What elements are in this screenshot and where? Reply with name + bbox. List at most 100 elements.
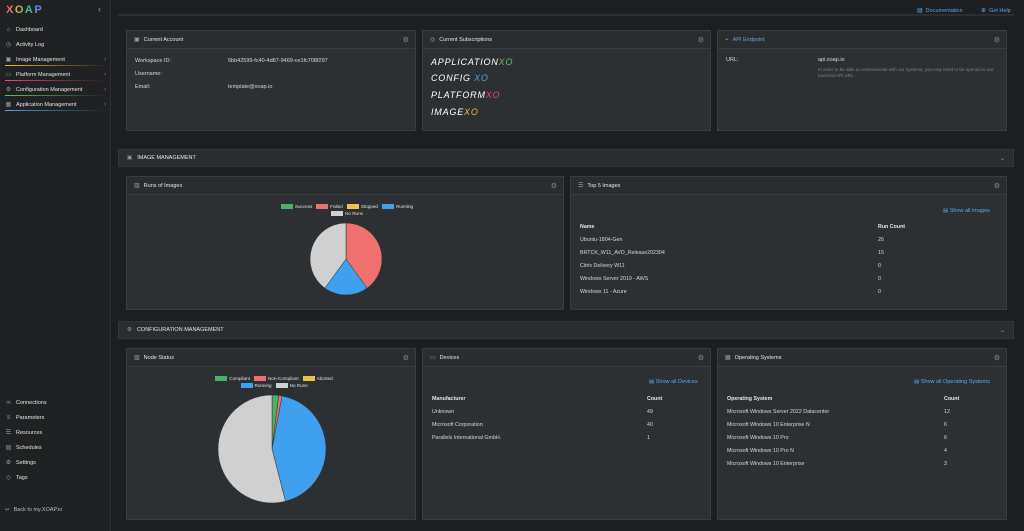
sidebar-item-tags[interactable]: ◇ Tags <box>0 470 111 485</box>
run-count: 0 <box>878 262 881 269</box>
column-header: Count <box>944 395 960 402</box>
legend-item[interactable]: Failed <box>316 204 343 209</box>
legend-swatch <box>253 376 266 381</box>
show-all-devices-link[interactable]: ▤ Show all Devices <box>649 379 698 385</box>
sidebar-item-parameters[interactable]: ≡ Parameters <box>0 410 111 425</box>
os-name: Microsoft Windows 10 Enterprise <box>727 460 805 467</box>
chevron-down-icon[interactable]: ⌄ <box>999 155 1005 162</box>
runs-of-images-panel: ▥ Runs of Images ⚙ Success Failed Stopped … <box>126 176 564 310</box>
legend-item[interactable]: No Runs <box>275 383 308 388</box>
pie-slice-running[interactable] <box>324 258 368 295</box>
gear-icon[interactable]: ⚙ <box>402 355 409 362</box>
legend-item[interactable]: Running <box>381 204 413 209</box>
sidebar-item-image-management[interactable]: ▣ Image Management › <box>0 52 111 67</box>
image-name-link[interactable]: Windows Server 2019 - AWS <box>580 275 649 282</box>
top-images-table: Name Run Count Ubuntu-1804-Gen 26 BRTCK_W1… <box>580 220 1000 298</box>
node-icon: ▥ <box>134 355 140 361</box>
sidebar-item-label: Platform Management <box>16 71 71 78</box>
show-all-images-link[interactable]: ▤ Show all images <box>943 208 990 214</box>
os-name: Microsoft Windows 10 Enterprise N <box>727 421 810 428</box>
panel-header: ▣ Current Account ⚙ <box>127 31 415 49</box>
run-count: 0 <box>878 288 881 295</box>
sidebar-item-platform-management[interactable]: ▭ Platform Management › <box>0 67 111 82</box>
legend-swatch <box>316 204 329 209</box>
chevron-right-icon: › <box>104 56 106 63</box>
node-legend: Compliant Non-Compliant Aborted Running … <box>209 376 339 388</box>
sidebar-item-resources[interactable]: ☰ Resources <box>0 425 111 440</box>
sidebar-item-activity-log[interactable]: ◷ Activity Log <box>0 37 111 52</box>
table-row: Microsoft Windows 10 Pro 6 <box>727 431 999 444</box>
sidebar-item-configuration-management[interactable]: ⚙ Configuration Management › <box>0 82 111 97</box>
pie-slice-no-runs[interactable] <box>218 395 286 503</box>
gear-icon[interactable]: ⚙ <box>550 183 557 190</box>
run-count: 15 <box>878 249 884 256</box>
panel-title: API Endpoint <box>732 36 765 43</box>
api-note: In order to be able to communicate with … <box>818 67 994 78</box>
legend-item[interactable]: No Runs <box>331 211 363 216</box>
pie-slice-no-runs[interactable] <box>310 223 347 289</box>
back-to-xoap-link[interactable]: ↩ Back to my.XOAP.io <box>5 507 62 513</box>
legend-label: No Runs <box>345 211 363 216</box>
collapse-sidebar-icon[interactable]: ‹ <box>98 4 101 14</box>
legend-item[interactable]: Non-Compliant <box>253 376 299 381</box>
column-header: Operating System <box>727 395 773 402</box>
legend-item[interactable]: Compliant <box>215 376 250 381</box>
top-divider <box>118 14 1014 16</box>
legend-label: No Runs <box>289 383 308 388</box>
image-name-link[interactable]: BRTCK_W11_AVD_Release202304 <box>580 249 665 256</box>
platformxo-logo: PLATFORMXO <box>431 90 500 100</box>
legend-swatch <box>280 204 293 209</box>
legend-item[interactable]: Stopped <box>346 204 378 209</box>
documentation-link[interactable]: ▤ Documentation <box>917 7 963 15</box>
os-name: Microsoft Windows 10 Pro <box>727 434 789 441</box>
url-label: URL: <box>726 57 739 63</box>
api-endpoint-panel: ⌁ API Endpoint ⚙ URL: api.xoap.io In order… <box>717 30 1007 131</box>
table-row: Microsoft Windows 10 Enterprise N 6 <box>727 418 999 431</box>
calendar-icon: ▤ <box>5 445 12 451</box>
sidebar-item-label: Connections <box>16 399 47 406</box>
image-management-section-header[interactable]: ▣ IMAGE MANAGEMENT ⌄ <box>118 149 1014 167</box>
sidebar-item-schedules[interactable]: ▤ Schedules <box>0 440 111 455</box>
configuration-management-section-header[interactable]: ⚙ CONFIGURATION MANAGEMENT ⌄ <box>118 321 1014 339</box>
sidebar-item-dashboard[interactable]: ⌂ Dashboard <box>0 22 111 37</box>
back-link-label: Back to my.XOAP.io <box>13 507 63 513</box>
sidebar-item-connections[interactable]: ∞ Connections <box>0 395 111 410</box>
panel-title: Current Account <box>143 36 184 43</box>
show-all-operating-systems-link[interactable]: ▤ Show all Operating Systems <box>914 379 990 385</box>
xoap-logo[interactable]: XOAP <box>6 4 44 16</box>
sidebar-item-label: Activity Log <box>16 41 45 48</box>
manufacturer: Microsoft Corporation <box>432 421 483 428</box>
product-name: IMAGE <box>431 107 465 117</box>
image-name-link[interactable]: Windows 11 - Azure <box>580 288 627 295</box>
legend-item[interactable]: Success <box>280 204 312 209</box>
sidebar-item-settings[interactable]: ⚙ Settings <box>0 455 111 470</box>
pie-slice-running[interactable] <box>271 395 326 502</box>
sidebar-item-application-management[interactable]: ▦ Application Management › <box>0 97 111 112</box>
gear-icon[interactable]: ⚙ <box>993 183 1000 190</box>
legend-item[interactable]: Aborted <box>302 376 333 381</box>
gear-icon[interactable]: ⚙ <box>697 37 704 44</box>
list-icon: ☰ <box>578 183 584 189</box>
image-name-link[interactable]: Citrix Delivery W11 <box>580 262 625 269</box>
os-name: Microsoft Windows Server 2022 Datacenter <box>727 408 830 415</box>
gear-icon[interactable]: ⚙ <box>993 355 1000 362</box>
gear-icon[interactable]: ⚙ <box>993 37 1000 44</box>
os-count: 3 <box>944 460 947 467</box>
legend-item[interactable]: Running <box>240 383 272 388</box>
email-label: Email: <box>135 84 151 90</box>
pie-slice-failed[interactable] <box>345 223 382 289</box>
image-icon: ▣ <box>5 57 12 63</box>
sidebar-item-label: Parameters <box>16 414 45 421</box>
legend-swatch <box>331 211 344 216</box>
os-name: Microsoft Windows 10 Pro N <box>727 447 794 454</box>
chevron-down-icon[interactable]: ⌄ <box>999 327 1005 334</box>
windows-icon: ▦ <box>725 355 731 361</box>
gear-icon[interactable]: ⚙ <box>402 37 409 44</box>
image-name-link[interactable]: Ubuntu-1804-Gen <box>580 236 623 243</box>
column-header: Name <box>580 223 595 230</box>
get-help-link[interactable]: ⊕ Get Help <box>981 7 1011 15</box>
os-count: 12 <box>944 408 950 415</box>
workspace-value: 5bb42599-fc40-4d87-9469-ce1fc708f297 <box>228 58 328 64</box>
gear-icon[interactable]: ⚙ <box>697 355 704 362</box>
sidebar: XOAP ‹ ⌂ Dashboard ◷ Activity Log ▣ Image M… <box>0 0 111 531</box>
